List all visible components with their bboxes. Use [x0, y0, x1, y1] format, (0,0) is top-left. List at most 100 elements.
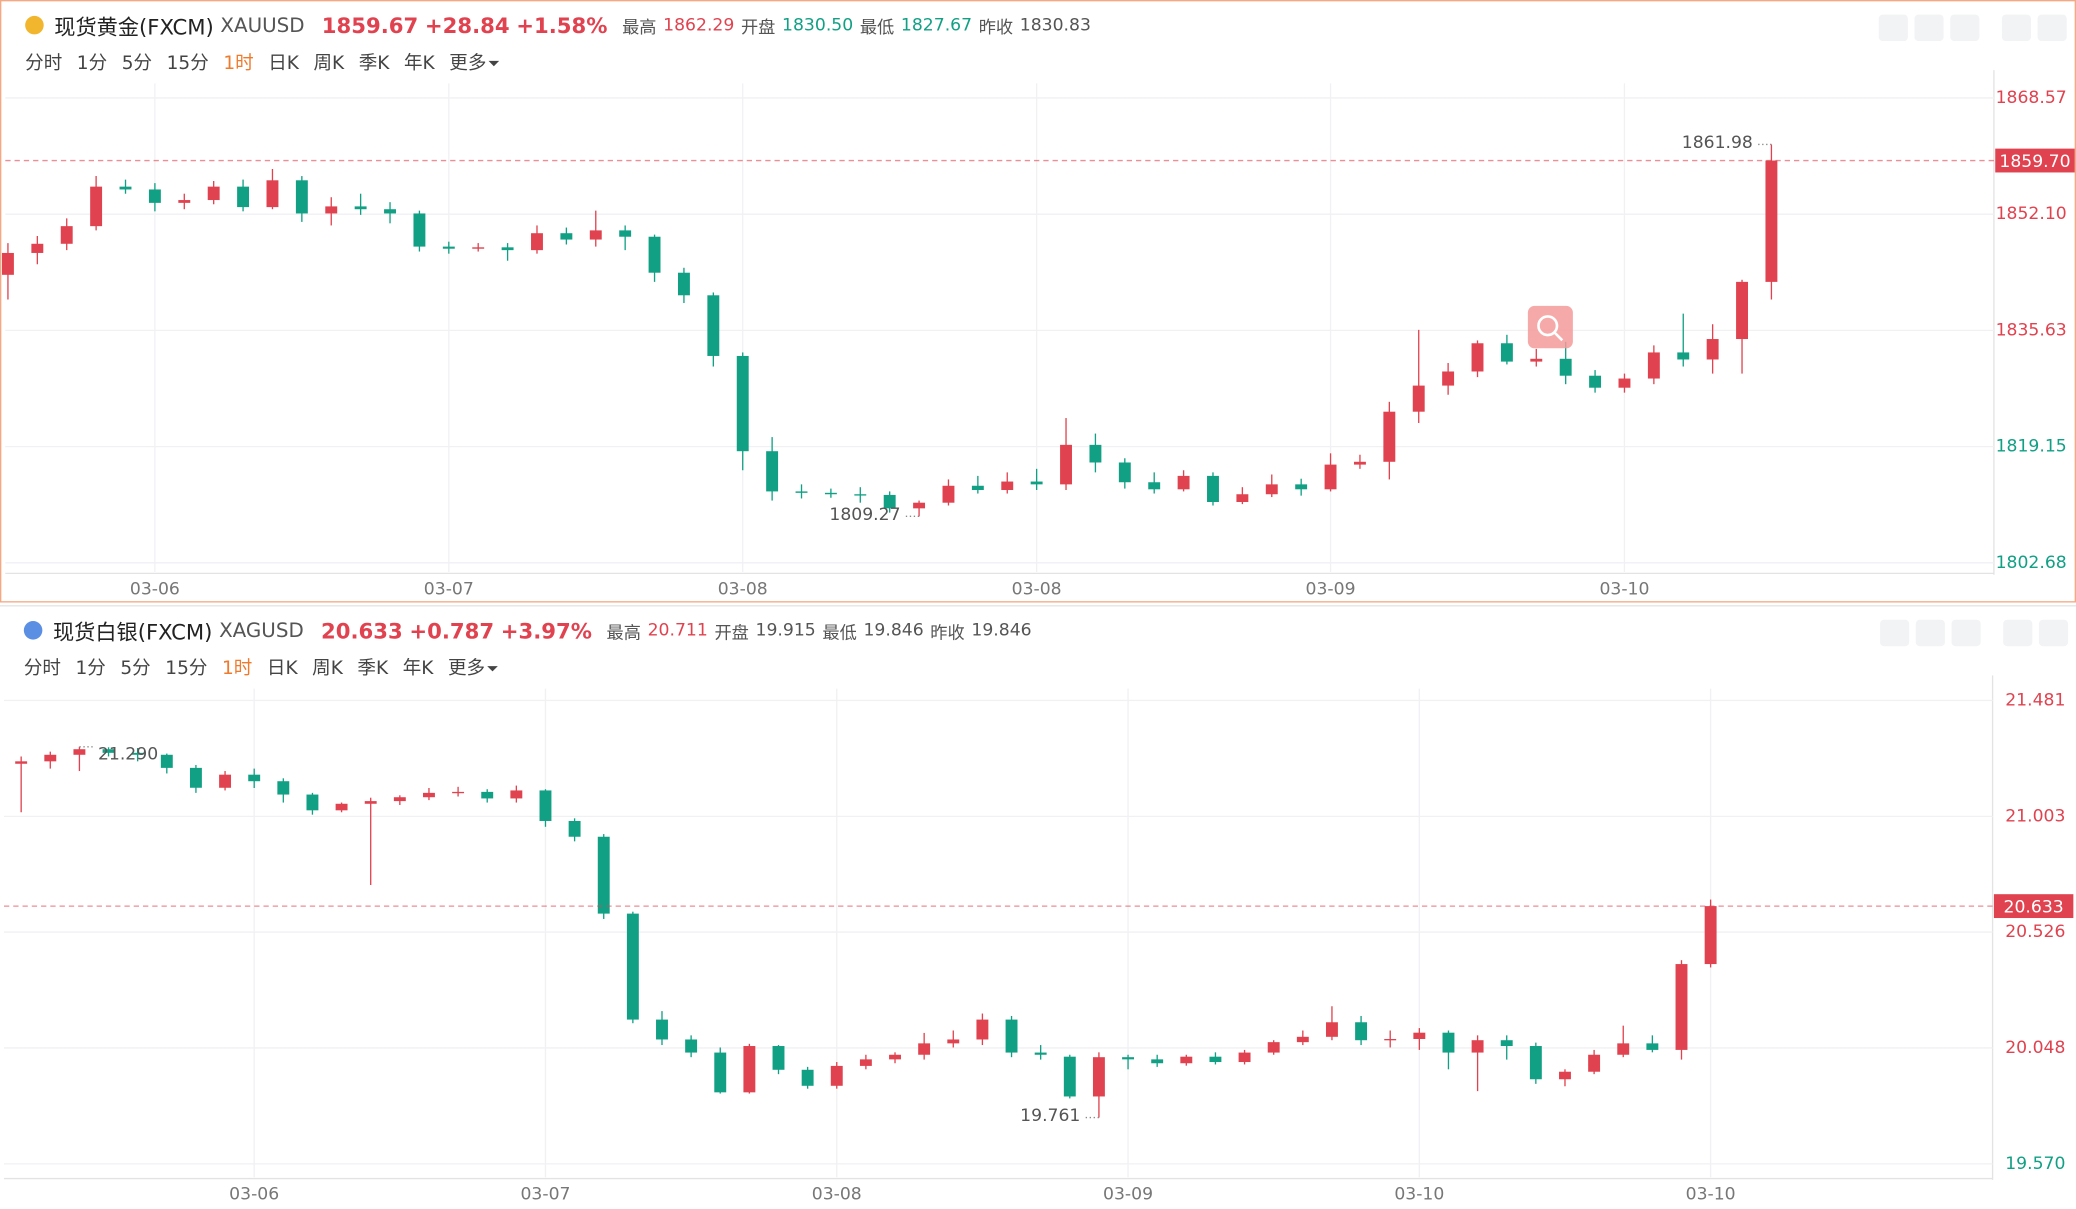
candle-body [1092, 1057, 1105, 1097]
y-tick-label: 1852.10 [1996, 204, 2067, 224]
candle-body [501, 247, 514, 251]
price: 20.633 [320, 617, 403, 643]
annotation-label: 21.290 [98, 745, 158, 765]
candle-body [736, 355, 749, 452]
candle-body [1530, 358, 1543, 362]
candle-body [1736, 281, 1748, 340]
period-bar: 分时 1分 5分 15分 1时 日K 周K 季K 年K 更多 [24, 654, 498, 680]
period-button[interactable]: 季K [358, 52, 390, 75]
y-tick-label: 1868.57 [1996, 88, 2067, 108]
candle-body [1296, 1036, 1309, 1043]
period-button[interactable]: 周K [312, 658, 343, 680]
candle-body [1647, 352, 1660, 379]
candle-body [1704, 906, 1717, 965]
stat-label: 开盘 [714, 623, 749, 643]
tool-button[interactable] [1915, 619, 1945, 647]
x-tick-label: 03-06 [229, 1184, 279, 1204]
close-button[interactable] [2037, 14, 2067, 42]
expand-button[interactable] [2001, 14, 2031, 42]
candle-body [1089, 444, 1102, 463]
candle-body [472, 247, 485, 249]
price: 1859.67 [321, 12, 419, 38]
candle-body [325, 206, 338, 214]
zoom-button[interactable] [1527, 305, 1573, 349]
period-button[interactable]: 1时 [223, 52, 254, 75]
tool-button[interactable] [1880, 619, 1910, 647]
stat-label: 最低 [859, 17, 895, 38]
candle-body [90, 186, 103, 227]
candle-body [1324, 464, 1337, 490]
period-button[interactable]: 季K [357, 658, 389, 680]
y-tick-label: 21.003 [2005, 806, 2065, 826]
header: 现货黄金(FXCM) XAUUSD 1859.67 +28.84 +1.58% 最高 186… [25, 9, 1091, 41]
stat-value: 1830.50 [782, 15, 854, 36]
candle-body [1148, 482, 1161, 490]
x-tick-label: 03-10 [1394, 1184, 1444, 1204]
period-button[interactable]: 周K [313, 52, 345, 75]
x-tick-label: 03-09 [1306, 579, 1356, 599]
period-button[interactable]: 5分 [121, 52, 153, 75]
candle-body [1207, 475, 1219, 502]
period-bar: 分时 1分 5分 15分 1时 日K 周K 季K 年K 更多 [25, 49, 499, 75]
period-button[interactable]: 1分 [75, 658, 106, 680]
candle-body [854, 494, 867, 496]
candle-body [971, 485, 984, 491]
candle-body [1618, 378, 1631, 388]
candle-body [1355, 1022, 1368, 1041]
candle-body [830, 1065, 843, 1086]
candle-body [73, 749, 86, 755]
stat-value: 1827.67 [900, 15, 973, 36]
tool-button[interactable] [1951, 619, 1981, 647]
period-button[interactable]: 分时 [25, 52, 63, 75]
period-button[interactable]: 更多 [449, 49, 499, 75]
chart: 21.481 21.003 20.526 20.048 19.570 03-06 03-07… [3, 675, 2074, 1204]
candle-body [1559, 1071, 1571, 1080]
candle-body [714, 1052, 727, 1093]
last-price-label: 20.633 [2004, 897, 2064, 917]
period-button[interactable]: 年K [402, 658, 434, 680]
period-button[interactable]: 15分 [166, 52, 209, 75]
candle-body [1384, 1038, 1397, 1041]
annotation-label: 1809.27 [829, 505, 900, 525]
x-tick-label: 03-10 [1599, 579, 1649, 599]
candle-body [801, 1069, 814, 1086]
candle-body [795, 491, 808, 493]
tool-button[interactable] [1950, 14, 1980, 42]
change: +0.787 [409, 617, 495, 643]
expand-button[interactable] [2003, 619, 2033, 647]
period-button[interactable]: 日K [266, 658, 298, 680]
candle-body [219, 774, 232, 788]
candle-body [60, 226, 73, 244]
period-button[interactable]: 更多 [448, 654, 498, 680]
candle-body [510, 790, 523, 799]
candle-body [685, 1039, 698, 1053]
tool-button[interactable] [1914, 14, 1944, 42]
symbol[interactable]: XAGUSD [219, 618, 304, 643]
period-button[interactable]: 1时 [221, 658, 253, 680]
tool-button[interactable] [1878, 14, 1908, 42]
close-button[interactable] [2038, 619, 2069, 647]
period-button[interactable]: 1分 [76, 52, 108, 75]
chart: 1868.57 1852.10 1835.63 1819.15 1802.68 03-06… [1, 70, 2075, 599]
y-tick-label: 1835.63 [1996, 320, 2067, 340]
candle-body [1442, 371, 1455, 386]
candle-body [942, 485, 955, 503]
stat-value: 19.846 [863, 620, 924, 641]
candle-body [1529, 1046, 1542, 1080]
period-button[interactable]: 年K [404, 52, 435, 75]
candle-body [677, 272, 690, 296]
period-button[interactable]: 5分 [120, 658, 151, 680]
stat-label: 最高 [606, 623, 641, 643]
candle-body [442, 246, 455, 249]
candle-body [481, 791, 494, 799]
candle-body [131, 752, 144, 755]
period-button[interactable]: 日K [268, 52, 299, 75]
stat-label: 最高 [622, 17, 657, 38]
candle-body [277, 781, 290, 795]
period-button[interactable]: 15分 [165, 658, 208, 680]
silver-panel: 21.481 21.003 20.526 20.048 19.570 03-06 03-07… [0, 605, 2076, 1208]
symbol[interactable]: XAUUSD [220, 13, 305, 38]
candle-body [1500, 1040, 1513, 1047]
period-button[interactable]: 分时 [23, 658, 61, 680]
